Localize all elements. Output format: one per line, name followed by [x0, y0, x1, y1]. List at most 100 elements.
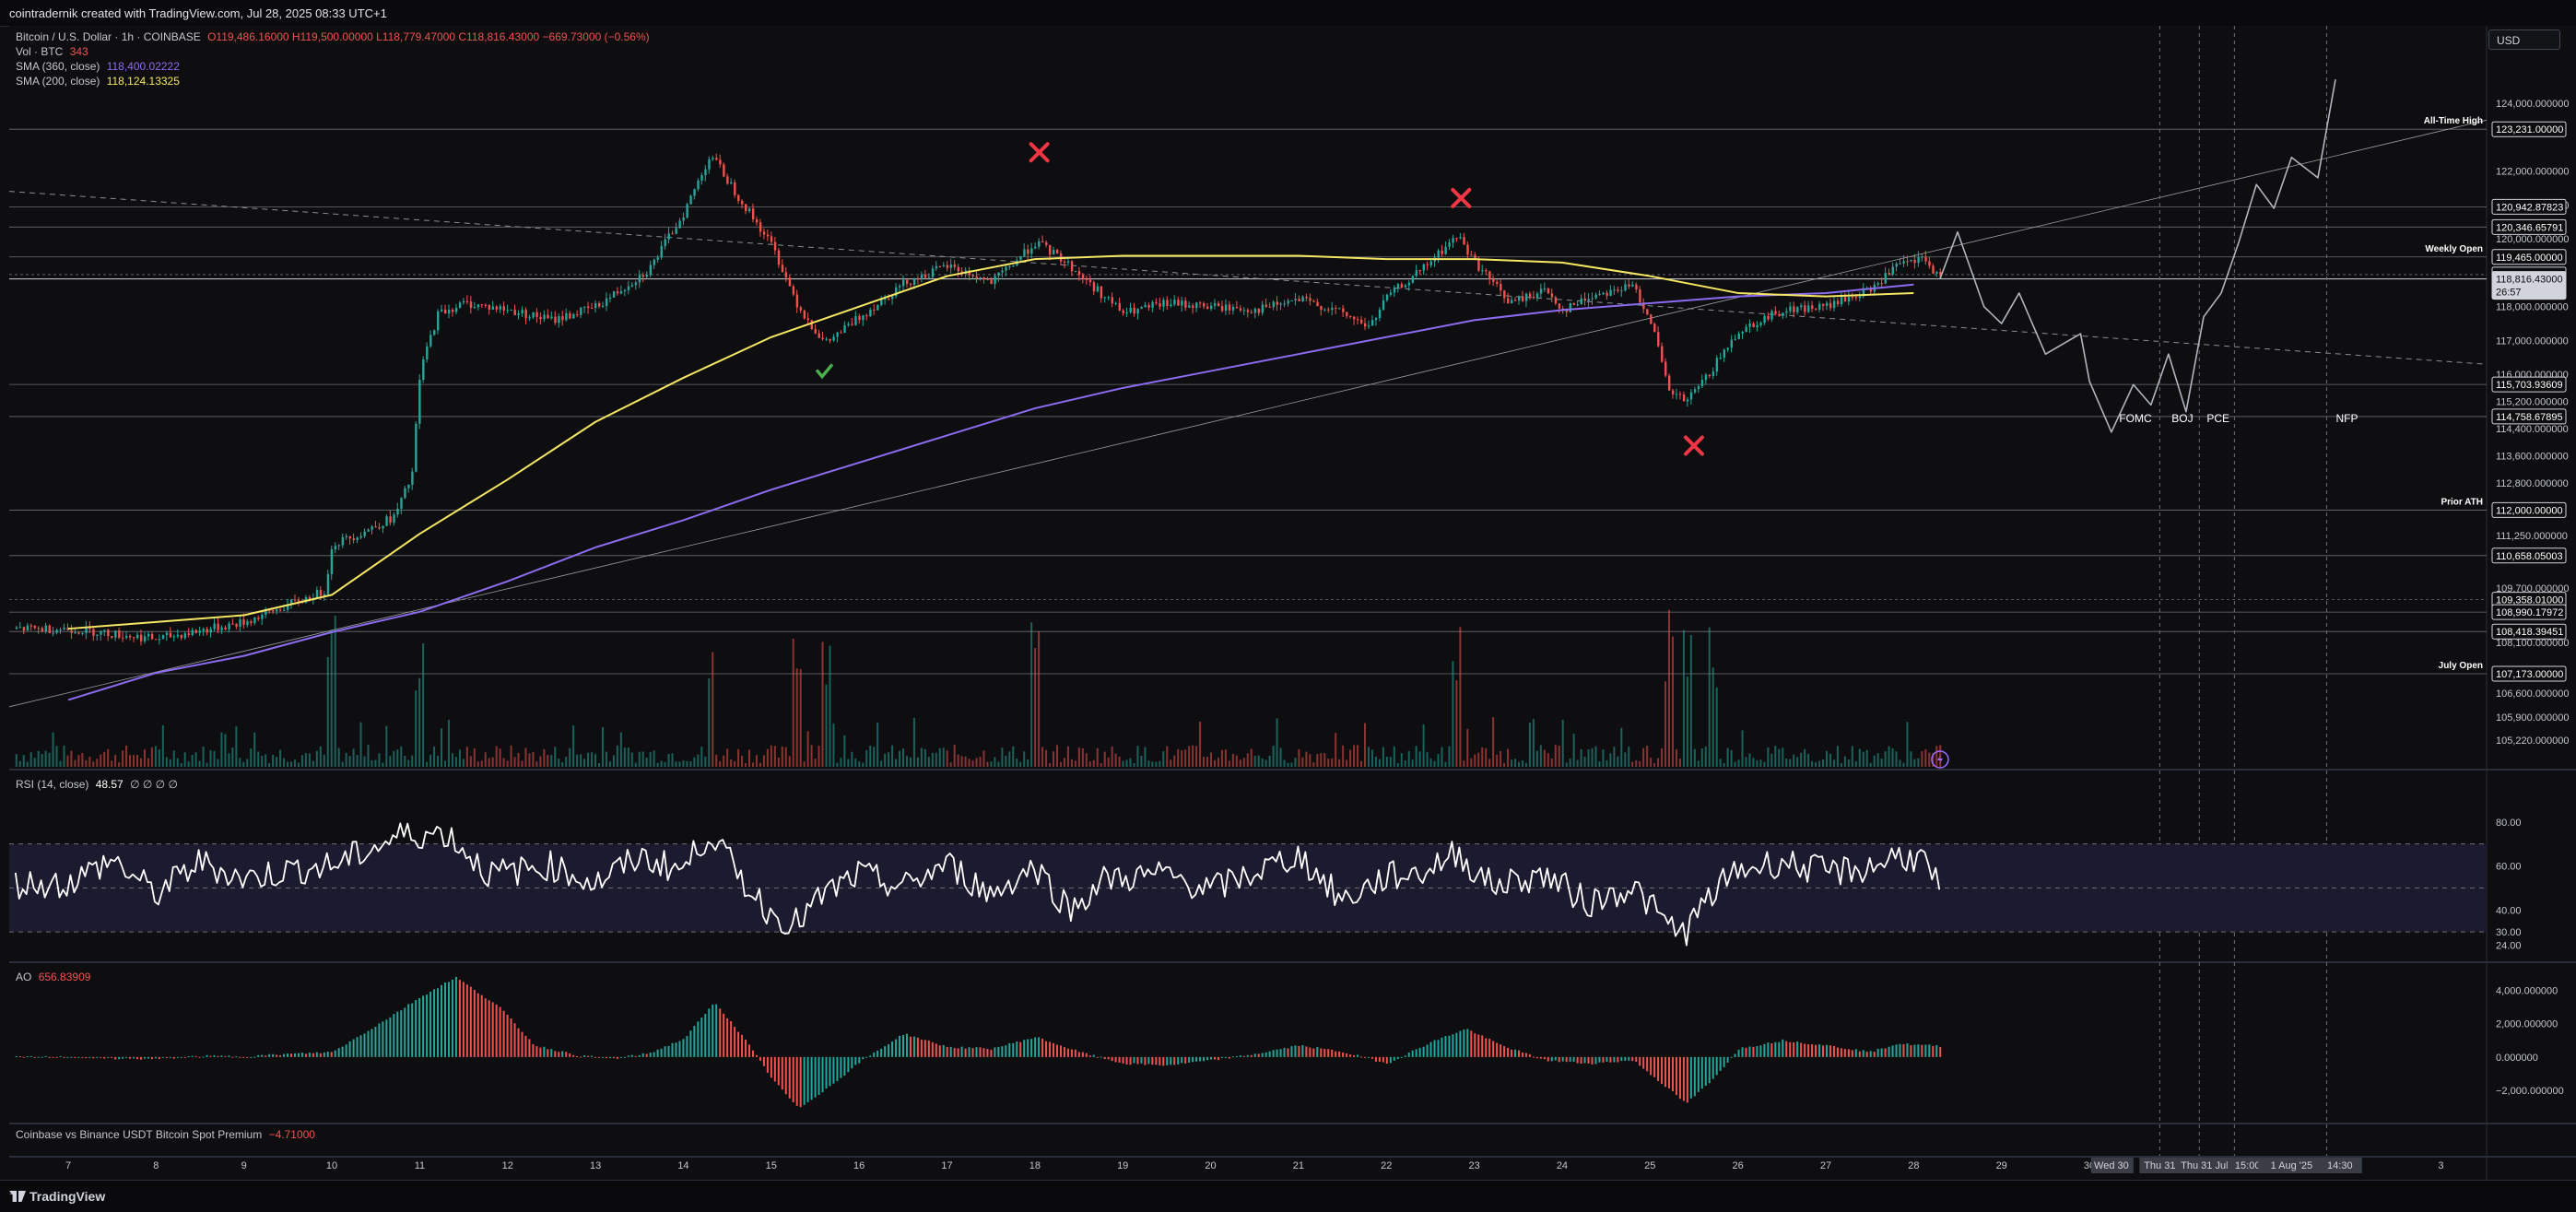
candle-body	[1209, 305, 1213, 309]
chart-canvas[interactable]: 124,000.000000122,000.000000121,000.0000…	[9, 26, 2576, 1180]
ao-bar	[715, 1004, 718, 1057]
volume-bar	[1357, 745, 1359, 767]
candle-body	[433, 330, 436, 335]
ao-bar	[1370, 1056, 1373, 1059]
event-label: NFP	[2335, 412, 2358, 425]
ao-bar	[1517, 1050, 1520, 1057]
tradingview-logo[interactable]: TradingView	[9, 1189, 105, 1204]
volume-bar	[1228, 760, 1230, 767]
candle-body	[994, 276, 996, 285]
ao-bar	[1257, 1053, 1260, 1057]
candle-body	[619, 291, 623, 294]
candle-body	[1140, 307, 1143, 310]
volume-bar	[1301, 757, 1304, 767]
volume-bar	[74, 759, 76, 767]
time-label: Wed 30	[2094, 1160, 2129, 1171]
ao-bar	[865, 1056, 868, 1058]
candle-body	[931, 268, 935, 277]
ao-bar	[1023, 1040, 1026, 1057]
ao-bar	[1012, 1042, 1015, 1057]
volume-bar	[1477, 752, 1480, 767]
ao-bar	[242, 1056, 245, 1058]
ao-bar	[667, 1045, 670, 1057]
chart-frame[interactable]: 124,000.000000122,000.000000121,000.0000…	[9, 26, 2576, 1180]
ao-bar	[429, 991, 432, 1057]
candle-body	[465, 300, 469, 302]
candle-body	[488, 304, 491, 310]
candle-body	[1264, 304, 1268, 307]
candle-body	[1404, 285, 1407, 288]
volume-bar	[1734, 761, 1736, 767]
candle-body	[1624, 284, 1627, 291]
ao-bar	[1606, 1056, 1608, 1063]
candle-body	[1088, 279, 1092, 283]
ao-bar	[443, 982, 446, 1057]
legend-volume[interactable]: Vol · BTC 343	[16, 44, 88, 59]
legend-main[interactable]: Bitcoin / U.S. Dollar · 1h · COINBASE O1…	[16, 29, 650, 44]
legend-sma200[interactable]: SMA (200, close) 118,124.13325	[16, 74, 180, 88]
candle-body	[1862, 288, 1865, 297]
volume-bar	[293, 759, 296, 767]
candle-body	[499, 306, 502, 310]
ao-bar	[619, 1056, 622, 1058]
legend-rsi[interactable]: RSI (14, close) 48.57 ∅ ∅ ∅ ∅	[16, 777, 178, 792]
ao-bar	[1807, 1044, 1810, 1057]
candle-body	[374, 526, 377, 528]
ao-bar	[125, 1056, 128, 1058]
candle-body	[1360, 319, 1363, 324]
candle-body	[480, 304, 484, 306]
ao-bar	[1664, 1056, 1667, 1088]
ao-bar	[224, 1055, 227, 1057]
candle-body	[111, 636, 113, 638]
legend-premium[interactable]: Coinbase vs Binance USDT Bitcoin Spot Pr…	[16, 1127, 315, 1142]
candle-body	[114, 630, 117, 638]
volume-bar	[583, 759, 586, 767]
candle-body	[265, 609, 267, 616]
volume-bar	[85, 759, 88, 767]
candle-body	[1653, 324, 1656, 333]
volume-bar	[1246, 753, 1249, 767]
volume-bar	[1756, 759, 1759, 767]
ao-bar	[810, 1056, 813, 1100]
currency-button[interactable]: USD	[2488, 29, 2560, 50]
volume-bar	[1012, 746, 1015, 767]
ao-bar	[1231, 1056, 1234, 1058]
ao-bar	[1209, 1056, 1212, 1060]
candle-body	[1393, 287, 1396, 293]
ao-bar	[1133, 1056, 1135, 1064]
ao-bar	[81, 1056, 84, 1058]
ao-bar	[576, 1055, 579, 1057]
volume-bar	[133, 755, 135, 767]
volume-bar	[371, 759, 373, 767]
time-label-box	[2090, 1158, 2134, 1173]
volume-bar	[1242, 758, 1245, 767]
legend-ao[interactable]: AO 656.83909	[16, 970, 90, 984]
volume-bar	[1678, 759, 1681, 767]
volume-bar	[1606, 760, 1608, 767]
candle-body	[905, 279, 909, 284]
candle-body	[1583, 298, 1586, 301]
ao-bar	[1481, 1035, 1484, 1057]
candle-body	[1367, 325, 1370, 327]
volume-bar	[447, 719, 450, 767]
candle-body	[949, 265, 953, 268]
volume-bar	[158, 749, 160, 767]
ao-bar	[147, 1056, 149, 1059]
symbol-name[interactable]: Bitcoin / U.S. Dollar · 1h · COINBASE	[16, 30, 201, 43]
volume-bar	[675, 761, 677, 767]
time-label: Thu 31	[2144, 1160, 2175, 1171]
ao-bar	[191, 1055, 194, 1057]
ao-bar	[1811, 1044, 1814, 1057]
candle-body	[220, 627, 223, 630]
legend-sma360[interactable]: SMA (360, close) 118,400.02222	[16, 59, 180, 74]
candle-body	[880, 300, 883, 306]
volume-bar	[191, 754, 194, 767]
volume-bar	[1290, 762, 1293, 767]
candle-body	[476, 304, 480, 308]
candle-body	[788, 277, 792, 287]
ao-bar	[176, 1056, 179, 1058]
candle-body	[1650, 314, 1653, 324]
candle-body	[608, 298, 612, 300]
ao-bar	[1199, 1056, 1202, 1062]
volume-bar	[931, 752, 934, 767]
